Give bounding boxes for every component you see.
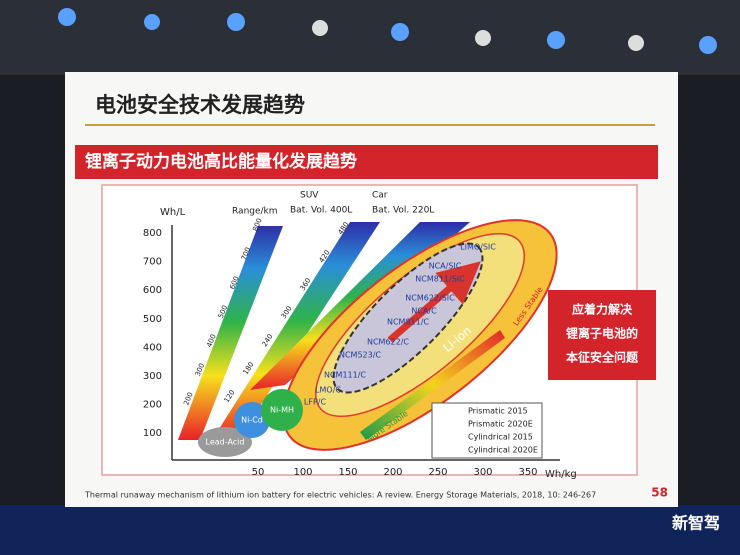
watermark: 新智驾	[672, 514, 720, 533]
li-label: NCM811/C	[387, 318, 429, 327]
suv-label: SUV	[300, 191, 319, 201]
x-tick-label: 100	[293, 467, 312, 478]
y-tick-label: 300	[143, 371, 162, 382]
banner-text: 锂离子动力电池高比能量化发展趋势	[85, 151, 357, 172]
suv-label: Bat. Vol. 400L	[290, 206, 352, 216]
y-tick-label: 800	[143, 228, 162, 239]
callout-line: 本征安全问题	[566, 350, 639, 365]
y-tick-label: 200	[143, 400, 162, 411]
li-label: NCA/SIC	[429, 262, 462, 271]
legend-box	[431, 402, 543, 459]
chemistry-label: Lead-Acid	[206, 438, 245, 447]
stage-lights	[58, 8, 717, 54]
band-2	[212, 222, 380, 440]
trend-arrow	[387, 261, 481, 343]
x-tick-label: 300	[473, 467, 492, 478]
car-label: Bat. Vol. 220L	[372, 206, 434, 216]
callout-line: 锂离子电池的	[566, 326, 638, 341]
car-label: Car	[372, 191, 388, 201]
band-1	[178, 226, 283, 440]
legend-entry: Cylindrical 2020E	[468, 446, 538, 455]
stability-bar	[360, 330, 505, 440]
y-tick-label: 700	[143, 257, 162, 268]
li-label: LMO/C	[315, 386, 341, 395]
x-tick-label: 150	[338, 467, 357, 478]
y-tick-label: 500	[143, 314, 162, 325]
slide-title: 电池安全技术发展趋势	[95, 93, 305, 117]
x-tick-label: 200	[383, 467, 402, 478]
ni-cd	[234, 402, 270, 438]
li-label: NCM811/SIC	[415, 275, 465, 284]
sponsor-strip	[0, 505, 740, 555]
li-label: LIMO/SIC	[460, 243, 496, 252]
banner	[75, 145, 658, 179]
chemistry-label: Ni-Cd	[241, 416, 263, 425]
range-label: Range/km	[232, 207, 278, 217]
x-axis-label: Wh/kg	[545, 469, 577, 480]
legend-entry: Cylindrical 2015	[468, 433, 533, 442]
li-label: NCM622/C	[367, 338, 409, 347]
callout-box	[548, 290, 656, 380]
page-number: 58	[651, 486, 668, 500]
y-tick-label: 400	[143, 342, 162, 353]
ni-mh	[261, 389, 303, 431]
x-tick-label: 350	[518, 467, 537, 478]
callout-line: 应着力解决	[572, 302, 633, 317]
x-tick-label: 250	[428, 467, 447, 478]
li-label: NCM111/C	[324, 371, 366, 380]
stage-truss	[0, 0, 740, 75]
chemistry-label: Ni-MH	[270, 406, 294, 415]
citation: Thermal runaway mechanism of lithium ion…	[84, 491, 596, 500]
x-tick-label: 50	[252, 467, 265, 478]
legend-entry: Prismatic 2015	[468, 407, 528, 416]
li-label: NCA/C	[411, 307, 437, 316]
li-label: NCM523/C	[339, 351, 381, 360]
y-axis-label: Wh/L	[160, 207, 186, 218]
y-tick-label: 600	[143, 285, 162, 296]
li-label: LFP/C	[304, 398, 327, 407]
li-label: NCM622/SIC	[405, 294, 455, 303]
y-tick-label: 100	[143, 428, 162, 439]
legend-entry: Prismatic 2020E	[468, 420, 533, 429]
lead-acid	[198, 427, 252, 457]
